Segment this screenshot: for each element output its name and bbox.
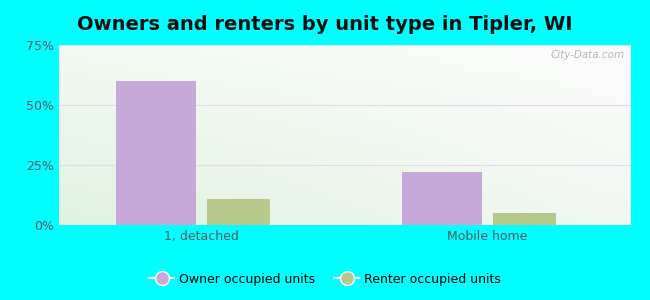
Bar <box>493 213 556 225</box>
Legend: Owner occupied units, Renter occupied units: Owner occupied units, Renter occupied un… <box>144 268 506 291</box>
Text: Owners and renters by unit type in Tipler, WI: Owners and renters by unit type in Tiple… <box>77 15 573 34</box>
Bar <box>116 81 196 225</box>
Bar <box>402 172 482 225</box>
Bar <box>207 199 270 225</box>
Text: City-Data.com: City-Data.com <box>551 50 625 60</box>
